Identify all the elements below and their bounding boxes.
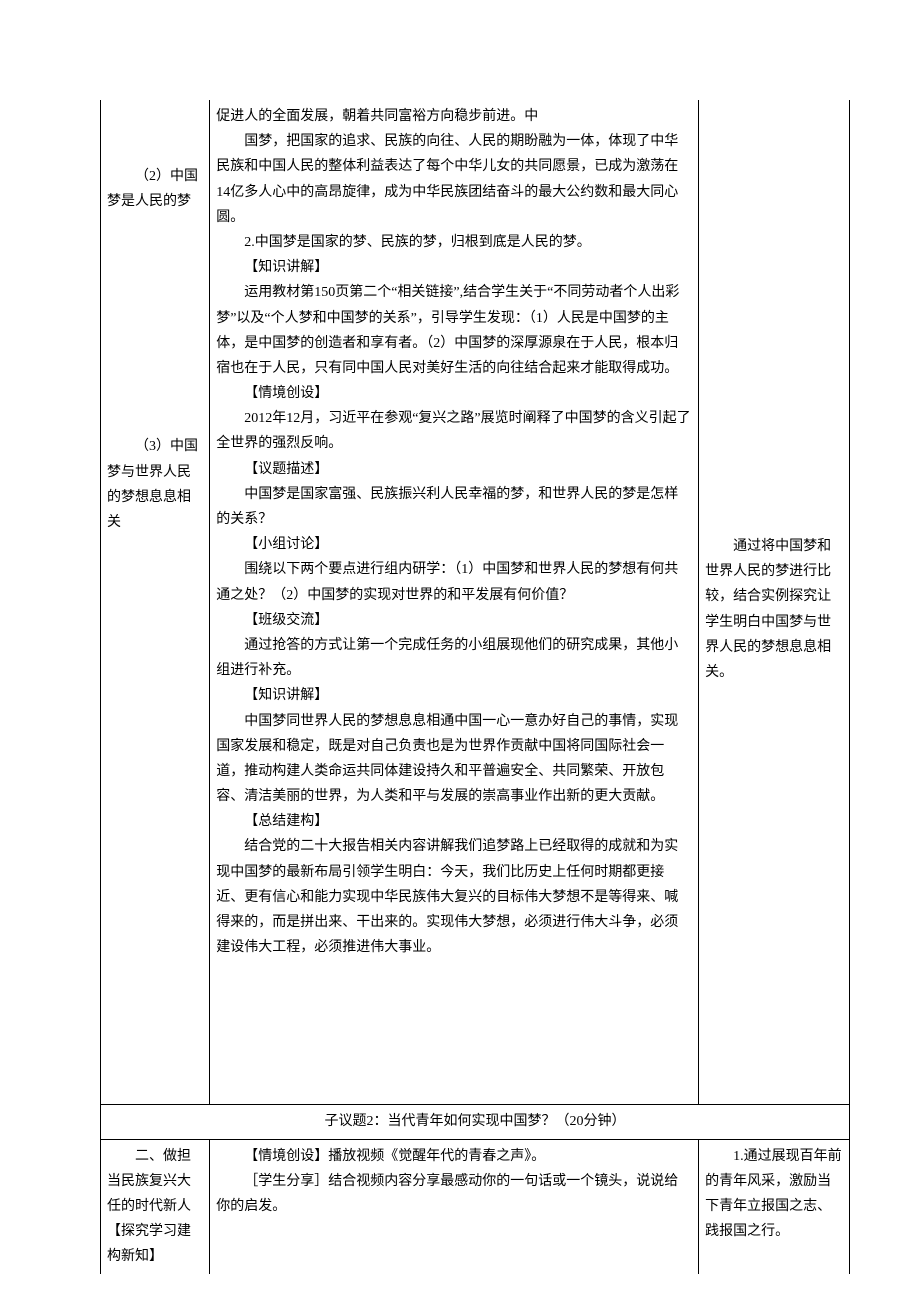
content-text: ［学生分享］结合视频内容分享最感动你的一句话或一个镜头，说说给你的启发。 [216, 1169, 692, 1219]
content-text: 2012年12月，习近平在参观“复兴之路”展览时阐释了中国梦的含义引起了全世界的… [216, 406, 692, 456]
outline-item: （3）中国梦与世界人民的梦想息息相关 [107, 434, 203, 535]
content-text: 运用教材第150页第二个“相关链接”,结合学生关于“不同劳动者个人出彩梦”以及“… [216, 280, 692, 381]
section-heading: 【班级交流】 [216, 608, 692, 633]
content-text: 国梦，把国家的追求、民族的向往、人民的期盼融为一体，体现了中华民族和中国人民的整… [216, 129, 692, 230]
outline-item: （2）中国梦是人民的梦 [107, 164, 203, 214]
content-text: 促进人的全面发展，朝着共同富裕方向稳步前进。中 [216, 104, 692, 129]
section-heading: 【小组讨论】 [216, 532, 692, 557]
table-row: （2）中国梦是人民的梦 （3）中国梦与世界人民的梦想息息相关 促进人的全面发展，… [101, 100, 850, 1105]
table-row: 二、做担当民族复兴大任的时代新人【探究学习建构新知】 【情境创设】播放视频《觉醒… [101, 1139, 850, 1273]
notes-text: 1.通过展现百年前的青年风采，激励当下青年立报国之志、践报国之行。 [705, 1144, 843, 1245]
notes-cell: 1.通过展现百年前的青年风采，激励当下青年立报国之志、践报国之行。 [699, 1139, 850, 1273]
table-row-subheader: 子议题2：当代青年如何实现中国梦？（20分钟） [101, 1105, 850, 1139]
section-heading: 【知识讲解】 [216, 255, 692, 280]
section-heading: 【知识讲解】 [216, 683, 692, 708]
content-text: 中国梦是国家富强、民族振兴利人民幸福的梦，和世界人民的梦是怎样的关系？ [216, 482, 692, 532]
section-heading: 【总结建构】 [216, 809, 692, 834]
content-text: 中国梦同世界人民的梦想息息相通中国一心一意办好自己的事情，实现国家发展和稳定，既… [216, 709, 692, 810]
notes-cell: 通过将中国梦和世界人民的梦进行比较，结合实例探究让学生明白中国梦与世界人民的梦想… [699, 100, 850, 1105]
content-text: 【情境创设】播放视频《觉醒年代的青春之声》。 [216, 1144, 692, 1169]
section-heading: 【议题描述】 [216, 457, 692, 482]
subtopic-header: 子议题2：当代青年如何实现中国梦？（20分钟） [101, 1105, 850, 1139]
content-cell: 促进人的全面发展，朝着共同富裕方向稳步前进。中 国梦，把国家的追求、民族的向往、… [210, 100, 699, 1105]
content-cell: 【情境创设】播放视频《觉醒年代的青春之声》。 ［学生分享］结合视频内容分享最感动… [210, 1139, 699, 1273]
notes-text: 通过将中国梦和世界人民的梦进行比较，结合实例探究让学生明白中国梦与世界人民的梦想… [705, 534, 843, 685]
outline-cell: 二、做担当民族复兴大任的时代新人【探究学习建构新知】 [101, 1139, 210, 1273]
content-text: 围绕以下两个要点进行组内研学：（1）中国梦和世界人民的梦想有何共通之处？（2）中… [216, 557, 692, 607]
lesson-table: （2）中国梦是人民的梦 （3）中国梦与世界人民的梦想息息相关 促进人的全面发展，… [100, 100, 850, 1274]
content-text: 通过抢答的方式让第一个完成任务的小组展现他们的研究成果，其他小组进行补充。 [216, 633, 692, 683]
content-text: 结合党的二十大报告相关内容讲解我们追梦路上已经取得的成就和为实现中国梦的最新布局… [216, 834, 692, 960]
document-page: （2）中国梦是人民的梦 （3）中国梦与世界人民的梦想息息相关 促进人的全面发展，… [0, 0, 920, 1314]
outline-cell: （2）中国梦是人民的梦 （3）中国梦与世界人民的梦想息息相关 [101, 100, 210, 1105]
outline-item: 二、做担当民族复兴大任的时代新人【探究学习建构新知】 [107, 1144, 203, 1270]
content-text: 2.中国梦是国家的梦、民族的梦，归根到底是人民的梦。 [216, 230, 692, 255]
section-heading: 【情境创设】 [216, 381, 692, 406]
